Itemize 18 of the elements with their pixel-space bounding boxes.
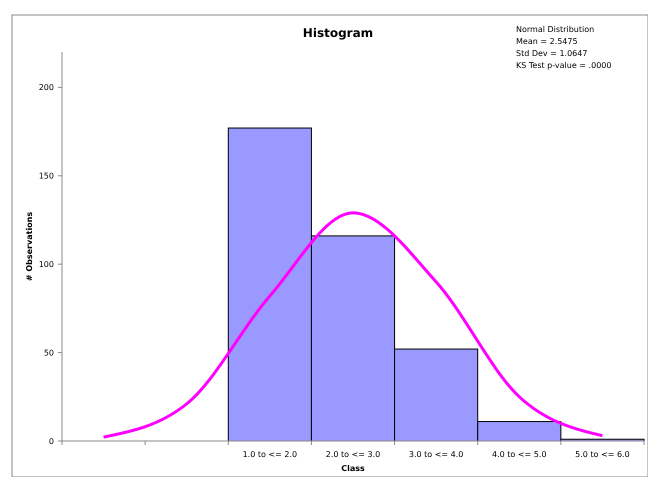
annotation: KS Test p-value = .0000 [516, 61, 612, 70]
x-tick-label: 3.0 to <= 4.0 [408, 450, 464, 459]
annotation: Std Dev = 1.0647 [516, 49, 588, 58]
text: Mean = 2.5475 [516, 37, 578, 46]
x-tick-label: 2.0 to <= 3.0 [326, 450, 380, 459]
x-tick-label: 4.0 to <= 5.0 [492, 450, 547, 459]
y-tick-label: 0 [48, 436, 54, 446]
chart-title: Histogram [302, 26, 374, 40]
y-tick-label: 200 [38, 83, 54, 92]
line-series [102, 211, 604, 439]
y-tick-label: 50 [44, 348, 54, 358]
y-tick-label: 100 [38, 260, 54, 269]
x-tick-label: 5.0 to <= 6.0 [575, 450, 630, 459]
text: Normal Distribution [516, 25, 594, 34]
y-tick-label: 150 [38, 172, 54, 181]
y-axis-title: # Observations [25, 212, 34, 282]
x-tick-label: 1.0 to <= 2.0 [242, 450, 298, 459]
x-axis-title: Class [341, 464, 365, 473]
